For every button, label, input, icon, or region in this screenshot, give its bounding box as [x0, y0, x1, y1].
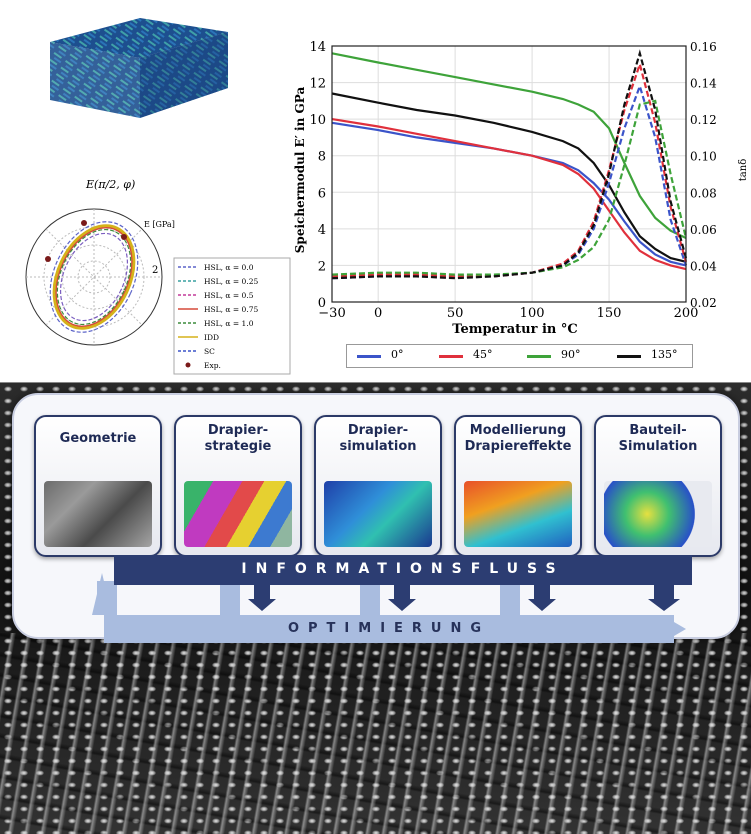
plot-frame	[331, 45, 687, 303]
x-tick-label: 200	[674, 306, 699, 321]
chart-series	[331, 49, 688, 280]
y-axis-label: Speichermodul E′ in GPa	[293, 87, 307, 254]
legend-swatch-135	[617, 355, 641, 358]
y-tick-label: 14	[309, 40, 326, 55]
series-line-right-45deg	[331, 60, 688, 278]
y2-tick-label: 0.02	[690, 296, 717, 310]
y2-tick-label: 0.12	[690, 113, 717, 127]
series-line-left-0deg	[331, 121, 687, 267]
x-tick-label: 150	[597, 306, 622, 321]
y2-tick-label: 0.16	[690, 40, 717, 54]
x-tick-label: 100	[520, 306, 545, 321]
y-tick-label: 2	[318, 259, 326, 274]
legend-label-0: 0°	[391, 348, 404, 361]
legend-swatch-45	[439, 355, 463, 358]
y2-tick-label: 0.04	[690, 259, 717, 273]
polar-title: E(π/2, φ)	[85, 178, 135, 191]
y2-axis-label: tanδ	[738, 159, 749, 181]
step-label: Drapier- strategie	[204, 423, 272, 454]
step-label: Drapier- simulation	[339, 423, 417, 454]
optimization-bar	[104, 615, 674, 643]
legend-label-90: 90°	[561, 348, 581, 361]
polar-legend-label: HSL, α = 0.75	[204, 305, 258, 314]
polar-legend-label: SC	[204, 347, 215, 356]
modelling-image	[464, 481, 572, 547]
legend-label-45: 45°	[473, 348, 493, 361]
dma-chart: −30 0 50 100 150 200024681012140.020.040.060.…	[293, 40, 749, 337]
y-tick-label: 12	[309, 77, 326, 92]
polar-radial-tick: 2	[152, 265, 158, 276]
step-card-modellierung: Modellierung Drapiereffekte	[454, 415, 582, 557]
optimization-label: OPTIMIERUNG	[287, 621, 491, 636]
y2-tick-label: 0.08	[690, 186, 717, 200]
y-tick-label: 0	[318, 296, 326, 311]
information-flow-label: INFORMATIONSFLUSS	[241, 561, 565, 577]
x-tick-label: 50	[447, 306, 464, 321]
polar-legend-label: HSL, α = 1.0	[204, 319, 254, 328]
process-panel: Geometrie Drapier- strategie Drapier- si…	[12, 393, 740, 643]
draping-simulation-image	[324, 481, 432, 547]
legend-label-135: 135°	[651, 348, 678, 361]
chart-legend: 0° 45° 90° 135°	[346, 344, 693, 368]
carbon-fabric-weave	[0, 633, 751, 834]
series-line-right-90deg	[331, 99, 688, 276]
polar-legend-label: HSL, α = 0.0	[204, 263, 254, 272]
polar-legend-label: Exp.	[204, 361, 221, 370]
step-label: Modellierung Drapiereffekte	[464, 423, 572, 454]
y-tick-label: 4	[318, 223, 326, 238]
series-line-left-90deg	[331, 52, 687, 239]
component-simulation-image	[604, 481, 712, 547]
step-card-drapierstrategie: Drapier- strategie	[174, 415, 302, 557]
y2-tick-label: 0.06	[690, 223, 717, 237]
series-line-left-135deg	[331, 92, 687, 263]
information-flow-bar	[114, 555, 692, 585]
polar-legend-marker	[185, 362, 191, 368]
x-tick-label: 0	[374, 306, 382, 321]
series-line-right-135deg	[331, 49, 688, 280]
geometry-image	[44, 481, 152, 547]
legend-swatch-0	[357, 355, 381, 358]
polar-legend-label: IDD	[204, 333, 219, 342]
x-axis-label: Temperatur in °C	[452, 322, 577, 337]
y-tick-label: 8	[318, 150, 326, 165]
y-tick-label: 10	[309, 113, 326, 128]
series-line-left-45deg	[331, 118, 687, 271]
y2-tick-label: 0.14	[690, 77, 717, 91]
y-tick-label: 6	[318, 186, 326, 201]
step-card-drapiersimulation: Drapier- simulation	[314, 415, 442, 557]
x-tick-label: −30	[318, 306, 345, 321]
legend-swatch-90	[527, 355, 551, 358]
polar-legend-label: HSL, α = 0.25	[204, 277, 258, 286]
y2-tick-label: 0.10	[690, 150, 717, 164]
step-label: Bauteil- Simulation	[618, 423, 698, 454]
draping-strategy-image	[184, 481, 292, 547]
chart-axes: −30 0 50 100 150 200024681012140.020.040.060.…	[309, 40, 717, 321]
process-diagram-section: Geometrie Drapier- strategie Drapier- si…	[0, 383, 751, 834]
flow-arrows	[92, 569, 686, 637]
figure-panel: E(π/2, φ) 2 E [GPa] HSL, α = 0.0 HSL, α =…	[0, 0, 751, 383]
step-card-bauteilsimulation: Bauteil- Simulation	[594, 415, 722, 557]
polar-legend-label: HSL, α = 0.5	[204, 291, 254, 300]
step-label: Geometrie	[59, 431, 137, 446]
step-card-geometrie: Geometrie	[34, 415, 162, 557]
polar-legend: HSL, α = 0.0 HSL, α = 0.25 HSL, α = 0.5 HSL…	[173, 257, 291, 375]
polar-radial-label: E [GPa]	[144, 220, 175, 229]
microstructure-block-image	[50, 18, 228, 118]
